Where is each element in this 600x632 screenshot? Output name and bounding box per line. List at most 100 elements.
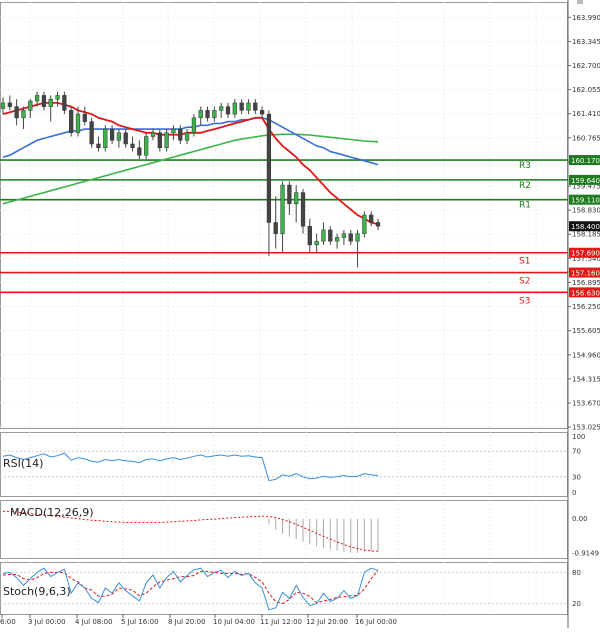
x-tick-label: 5 Jul 16:00 bbox=[121, 618, 159, 626]
rsi-tick-label: 70 bbox=[572, 448, 581, 456]
candle-body bbox=[314, 240, 319, 246]
rsi-tick-label: 0 bbox=[572, 489, 576, 497]
candle-body bbox=[21, 110, 26, 119]
rsi-label: RSI(14) bbox=[3, 457, 43, 470]
candle-body bbox=[280, 184, 285, 234]
candle-body bbox=[7, 102, 12, 107]
price-tick-label: 158.185 bbox=[572, 231, 600, 239]
stoch-k-line bbox=[2, 567, 379, 611]
price-tick-label: 153.670 bbox=[572, 399, 600, 407]
macd-tick-label: 0.00 bbox=[572, 515, 588, 523]
price-tick-label: 161.410 bbox=[572, 110, 600, 118]
support-label: S3 bbox=[519, 296, 530, 306]
stoch-tick-label: 20 bbox=[572, 600, 581, 608]
candle-body bbox=[294, 192, 299, 205]
candle-body bbox=[55, 95, 60, 100]
candle-body bbox=[48, 98, 53, 107]
candle-body bbox=[191, 117, 197, 134]
support-value-badge-s3 bbox=[569, 287, 600, 298]
resistance-value: 159.110 bbox=[571, 197, 600, 205]
candle-body bbox=[28, 100, 33, 111]
candle-body bbox=[212, 110, 217, 119]
candle-body bbox=[178, 128, 183, 141]
candle-body bbox=[287, 184, 292, 205]
price-tick-label: 156.895 bbox=[572, 279, 600, 287]
candle-body bbox=[341, 233, 347, 238]
candle-body bbox=[369, 214, 374, 223]
candle-body bbox=[334, 237, 340, 242]
candle-body bbox=[355, 233, 360, 242]
panel-frame-stoch bbox=[0, 562, 568, 615]
candle-body bbox=[307, 225, 312, 246]
price-tick-label: 163.990 bbox=[572, 14, 600, 22]
candle-body bbox=[198, 110, 203, 119]
candle-body bbox=[239, 102, 244, 111]
resistance-value: 159.640 bbox=[571, 177, 600, 185]
price-tick-label: 156.250 bbox=[572, 303, 600, 311]
candle-body bbox=[273, 222, 278, 234]
candle-body bbox=[123, 132, 128, 145]
candle-body bbox=[266, 113, 272, 223]
price-tick-label: 158.830 bbox=[572, 207, 600, 215]
x-tick-label: 8 Jul 20:00 bbox=[168, 618, 206, 626]
resistance-value-badge-r1 bbox=[569, 194, 600, 205]
candle-body bbox=[103, 128, 108, 148]
candle-body bbox=[69, 110, 74, 134]
candle-body bbox=[14, 106, 19, 119]
candle-body bbox=[184, 132, 190, 141]
candle-body bbox=[150, 132, 156, 137]
x-tick-label: 16 Jul 00:00 bbox=[355, 618, 397, 626]
panel-frame-rsi bbox=[0, 432, 568, 497]
support-value: 157.690 bbox=[571, 250, 600, 258]
rsi-line bbox=[2, 452, 379, 482]
price-tick-label: 157.540 bbox=[572, 255, 600, 263]
x-tick-label: 6:00 bbox=[0, 618, 16, 626]
candle-body bbox=[232, 102, 237, 115]
price-tick-label: 163.345 bbox=[572, 38, 600, 46]
resistance-label: R1 bbox=[519, 201, 531, 211]
price-tick-label: 162.700 bbox=[572, 62, 600, 70]
x-tick-label: 12 Jul 20:00 bbox=[306, 618, 348, 626]
stoch-tick-label: 80 bbox=[572, 569, 581, 577]
price-tick-label: 153.025 bbox=[572, 424, 600, 432]
candle-body bbox=[321, 229, 326, 242]
candle-body bbox=[116, 132, 122, 141]
x-tick-label: 4 Jul 08:00 bbox=[75, 618, 113, 626]
candle-body bbox=[375, 222, 381, 227]
rsi-tick-label: 100 bbox=[572, 433, 585, 441]
price-tick-label: 159.475 bbox=[572, 183, 600, 191]
candle-body bbox=[157, 132, 162, 148]
support-value-badge-s2 bbox=[569, 267, 600, 278]
price-tick-label: 154.315 bbox=[572, 375, 600, 383]
price-tick-label: 154.960 bbox=[572, 351, 600, 359]
candle-body bbox=[164, 132, 169, 148]
support-label: S1 bbox=[519, 257, 530, 267]
price-tick-label: 160.765 bbox=[572, 134, 600, 142]
x-tick-label: 3 Jul 00:00 bbox=[28, 618, 66, 626]
candle-body bbox=[259, 110, 265, 115]
support-value: 156.630 bbox=[571, 289, 600, 297]
candle-body bbox=[225, 106, 231, 115]
x-tick-label: 10 Jul 04:00 bbox=[213, 618, 255, 626]
macd-tick-label: -0.9149 bbox=[572, 549, 599, 557]
candle-body bbox=[328, 229, 333, 242]
support-value-badge-s1 bbox=[569, 247, 600, 258]
candle-body bbox=[253, 102, 258, 111]
price-tick-label: 155.605 bbox=[572, 327, 600, 335]
resistance-value-badge-r2 bbox=[569, 174, 600, 185]
candle-body bbox=[171, 128, 176, 134]
resistance-label: R2 bbox=[519, 181, 531, 191]
ma-blue-line bbox=[2, 117, 379, 166]
panel-frame-macd bbox=[0, 500, 568, 559]
candle-body bbox=[130, 143, 135, 148]
candle-body bbox=[362, 214, 367, 234]
current-price-badge bbox=[569, 221, 600, 232]
support-label: S2 bbox=[519, 277, 530, 287]
x-tick-label: 11 Jul 12:00 bbox=[260, 618, 302, 626]
stoch-label: Stoch(9,6,3) bbox=[3, 585, 71, 598]
price-tick-label: 162.055 bbox=[572, 86, 600, 94]
candle-body bbox=[0, 102, 6, 109]
candle-body bbox=[82, 113, 87, 122]
